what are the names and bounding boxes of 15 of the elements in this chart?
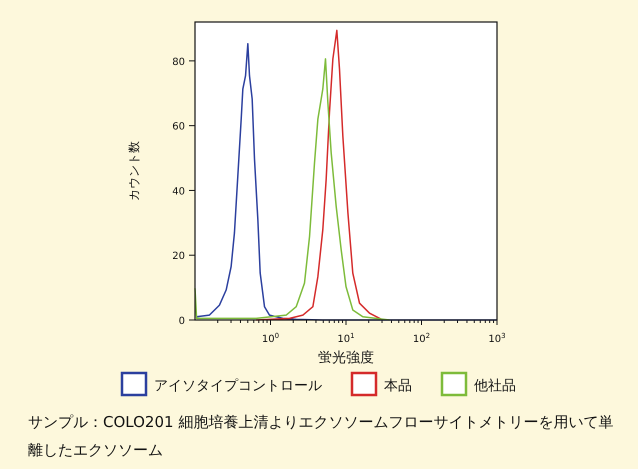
x-tick-label: 10$^{1}$	[337, 332, 355, 345]
legend-label: 他社品	[474, 378, 516, 394]
x-tick-label: 10$^{2}$	[412, 332, 430, 345]
y-tick-label: 20	[172, 251, 185, 262]
y-tick-label: 40	[172, 186, 185, 198]
x-tick-label: 10$^{0}$	[262, 332, 280, 345]
y-tick-label: 0	[178, 316, 185, 327]
legend-label: 本品	[384, 378, 412, 394]
x-axis-title: 蛍光強度	[318, 350, 374, 366]
text: サンプル：COLO201 細胞培養上清よりエクソソームフローサイトメトリーを用いて単離したエクソソーム	[28, 412, 614, 461]
y-axis-title: カウント数	[127, 141, 141, 201]
y-tick-label: 60	[172, 122, 185, 133]
y-tick-label: 80	[172, 56, 185, 68]
x-tick-label: 10$^{3}$	[488, 332, 506, 345]
legend-label: アイソタイプコントロール	[154, 378, 322, 394]
